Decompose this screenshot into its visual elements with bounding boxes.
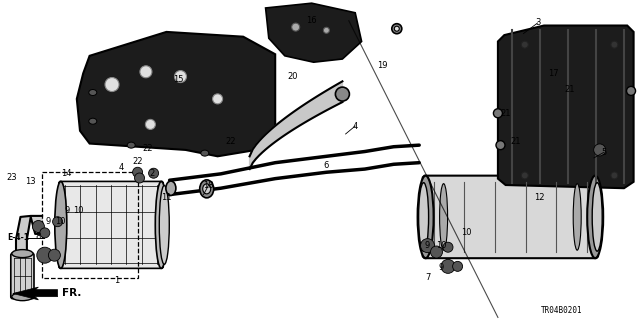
Ellipse shape [522,172,528,179]
Ellipse shape [522,41,528,48]
Ellipse shape [200,180,214,198]
Ellipse shape [441,259,455,273]
Text: 22: 22 [132,157,143,166]
Text: 18: 18 [204,181,214,189]
Ellipse shape [594,144,605,156]
Text: E-4-1: E-4-1 [8,233,29,242]
Ellipse shape [52,217,63,227]
Ellipse shape [443,242,453,252]
Text: 22: 22 [225,137,236,146]
Ellipse shape [440,184,447,250]
Text: 14: 14 [61,169,71,178]
Text: FR.: FR. [62,288,81,298]
Ellipse shape [37,247,53,263]
Text: 3: 3 [535,19,540,27]
Bar [42,172,138,278]
Polygon shape [16,216,42,262]
Text: 9: 9 [65,206,70,215]
Ellipse shape [140,66,152,78]
Ellipse shape [40,228,50,238]
Text: 4: 4 [119,163,124,172]
Text: 2: 2 [150,169,155,178]
Ellipse shape [134,173,145,183]
Ellipse shape [89,90,97,95]
Ellipse shape [420,239,435,253]
Text: 21: 21 [564,85,575,94]
Ellipse shape [419,183,429,251]
Ellipse shape [105,78,119,92]
Text: 21: 21 [510,137,520,146]
Text: 6: 6 [324,161,329,170]
Ellipse shape [418,176,434,258]
Ellipse shape [592,183,602,251]
Text: 4: 4 [353,122,358,130]
Ellipse shape [201,150,209,156]
Text: 8: 8 [36,232,41,241]
Ellipse shape [496,141,505,150]
Ellipse shape [431,246,442,258]
Ellipse shape [493,109,502,118]
Polygon shape [266,3,362,62]
Ellipse shape [33,220,44,233]
Text: 13: 13 [26,177,36,186]
Text: 22: 22 [142,144,152,153]
Text: 10: 10 [56,217,66,226]
Ellipse shape [335,87,349,101]
Ellipse shape [611,172,618,179]
Text: 17: 17 [548,69,558,78]
Ellipse shape [573,184,581,250]
Text: 9: 9 [439,263,444,272]
Text: 1: 1 [114,276,119,285]
Ellipse shape [12,249,33,258]
FancyBboxPatch shape [59,182,163,268]
Polygon shape [77,32,275,156]
Ellipse shape [55,182,67,268]
Ellipse shape [89,118,97,124]
Text: 7: 7 [425,273,430,282]
Text: 10: 10 [73,206,83,215]
Ellipse shape [132,167,143,177]
Polygon shape [498,26,634,188]
Text: 11: 11 [161,193,172,202]
Ellipse shape [145,119,156,130]
Ellipse shape [394,26,399,31]
FancyBboxPatch shape [11,253,34,299]
Text: 21: 21 [500,109,511,118]
Ellipse shape [212,94,223,104]
FancyBboxPatch shape [422,176,598,258]
Ellipse shape [627,86,636,95]
Text: 10: 10 [461,228,471,237]
Ellipse shape [292,23,300,31]
Ellipse shape [127,142,135,148]
Ellipse shape [156,182,167,268]
Ellipse shape [148,168,159,178]
Ellipse shape [452,261,463,271]
Text: 20: 20 [287,72,298,81]
Ellipse shape [159,185,169,264]
Ellipse shape [12,293,33,301]
Text: 23: 23 [6,173,17,182]
Ellipse shape [588,176,604,258]
Text: 10: 10 [436,241,447,250]
Text: 19: 19 [377,61,387,70]
Ellipse shape [166,181,176,195]
Ellipse shape [392,24,402,34]
Ellipse shape [611,41,618,48]
Text: 12: 12 [534,193,544,202]
Ellipse shape [175,70,186,83]
Polygon shape [13,287,58,300]
Text: 16: 16 [307,16,317,25]
Text: 9: 9 [425,241,430,250]
Polygon shape [250,81,342,169]
Text: 5: 5 [601,148,606,157]
Text: 15: 15 [173,75,183,84]
Ellipse shape [49,249,60,261]
Text: 9: 9 [45,217,51,226]
Ellipse shape [323,27,330,33]
Ellipse shape [203,184,211,194]
Text: TR04B0201: TR04B0201 [540,306,582,315]
